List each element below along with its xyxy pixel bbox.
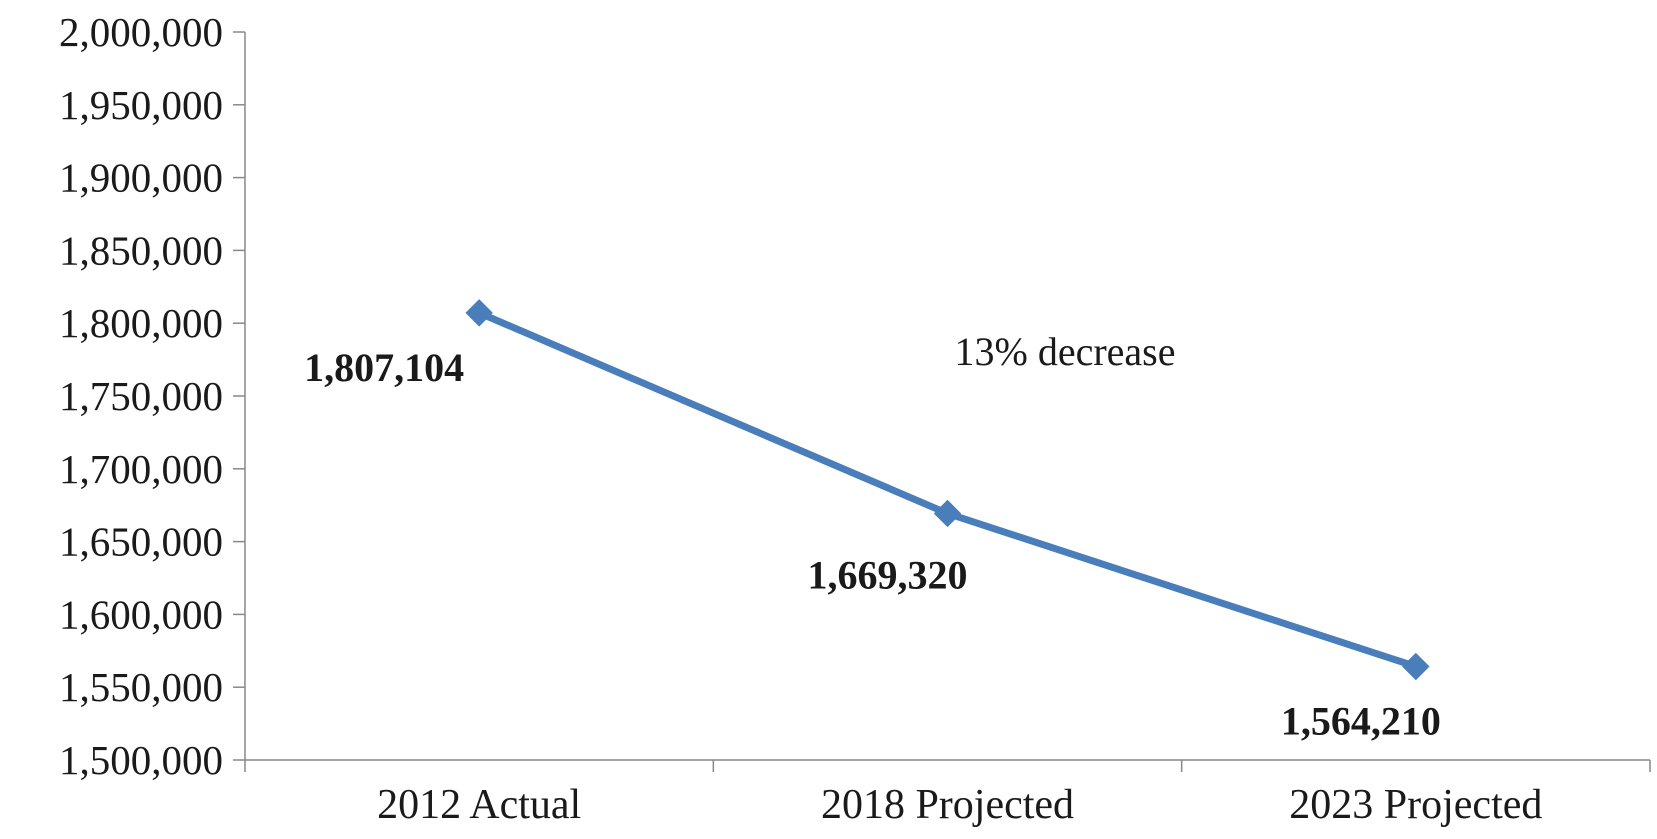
x-tick-label: 2012 Actual [377,782,581,828]
data-label: 1,564,210 [1281,699,1441,744]
x-tick-label: 2023 Projected [1289,782,1542,828]
y-tick-label: 1,600,000 [59,591,223,637]
data-labels: 1,807,104 1,669,320 1,564,210 [304,345,1441,744]
y-axis: 1,500,000 1,550,000 1,600,000 1,650,000 1,70… [59,9,246,783]
y-tick-label: 1,550,000 [59,664,223,710]
series-path [475,309,1420,671]
data-point-marker [1402,652,1430,681]
y-tick-label: 1,950,000 [59,82,223,128]
x-tick-label: 2018 Projected [821,782,1074,828]
y-tick-label: 1,650,000 [59,519,223,565]
y-tick-label: 1,500,000 [59,737,223,783]
data-label: 1,669,320 [808,552,968,597]
y-tick-label: 1,750,000 [59,373,223,419]
x-axis: 2012 Actual 2018 Projected 2023 Projected [244,759,1651,828]
y-tick-label: 2,000,000 [59,9,223,55]
data-label: 1,807,104 [304,345,464,390]
series-line [465,299,1430,681]
data-point-marker [933,499,962,528]
y-tick-label: 1,900,000 [59,155,223,201]
y-tick-label: 1,700,000 [59,446,223,492]
annotation-text: 13% decrease [955,329,1176,374]
y-tick-label: 1,800,000 [59,300,223,346]
y-tick-label: 1,850,000 [59,227,223,273]
data-point-marker [465,299,493,327]
